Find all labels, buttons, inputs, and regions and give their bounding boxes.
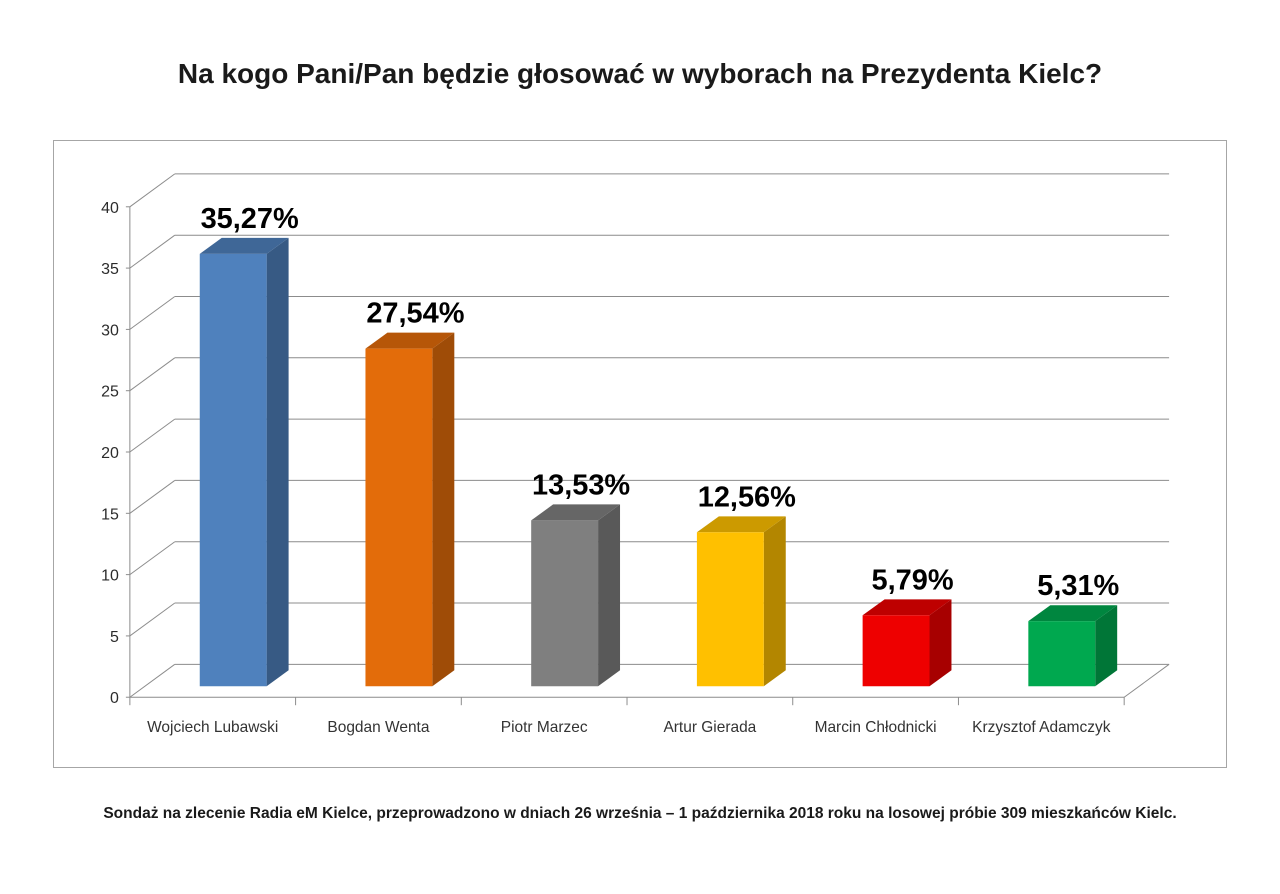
y-tick-label: 20 <box>101 445 119 462</box>
footer-note: Sondaż na zlecenie Radia eM Kielce, prze… <box>103 805 1177 822</box>
bar-value-label: 5,79% <box>872 564 954 596</box>
y-tick-label: 25 <box>101 384 119 401</box>
bar-value-label: 27,54% <box>366 298 464 330</box>
bar-side <box>432 332 455 687</box>
gridline-diagonal <box>129 541 176 576</box>
chart-title: Na kogo Pani/Pan będzie głosować w wybor… <box>177 58 1103 89</box>
bar-front <box>1028 621 1096 687</box>
bar-top <box>531 504 621 521</box>
bar-top <box>1028 605 1118 622</box>
bar-front <box>531 520 599 687</box>
bar-side <box>929 599 952 687</box>
bar-front <box>199 253 267 687</box>
bar-group <box>1028 605 1118 687</box>
bar-group <box>696 516 786 687</box>
floor-right-diagonal <box>1123 663 1170 698</box>
gridline-diagonal <box>129 357 176 392</box>
y-tick-label: 30 <box>101 322 119 339</box>
bar-value-label: 12,56% <box>698 481 796 513</box>
bar-side <box>763 516 786 687</box>
gridline-diagonal <box>129 173 176 208</box>
bar-side <box>598 504 621 687</box>
bar-chart-3d: 0 5 10 15 20 25 30 35 40 35,27% Wojciech Lubawski 2… <box>101 173 1170 736</box>
bar-top <box>365 332 455 349</box>
category-label: Marcin Chłodnicki <box>815 719 937 736</box>
bar-side <box>266 237 289 687</box>
bar-top <box>862 599 952 616</box>
category-label: Piotr Marzec <box>501 719 588 736</box>
gridline-diagonal <box>129 602 176 637</box>
bar-group <box>199 237 289 687</box>
bar-front <box>696 532 764 687</box>
chart-area: 0 5 10 15 20 25 30 35 40 35,27% Wojciech Lubawski 2… <box>53 140 1227 768</box>
bar-group <box>365 332 455 687</box>
bar-front <box>862 615 930 687</box>
y-tick-label: 5 <box>110 629 119 646</box>
category-label: Bogdan Wenta <box>327 719 429 736</box>
category-label: Krzysztof Adamczyk <box>972 719 1111 736</box>
category-label: Wojciech Lubawski <box>147 719 278 736</box>
y-tick-label: 10 <box>101 568 119 585</box>
bar-top <box>199 237 289 254</box>
gridline-diagonal <box>129 234 176 269</box>
bar-top <box>696 516 786 533</box>
bar-value-label: 13,53% <box>532 469 630 501</box>
bar-group <box>531 504 621 687</box>
bar-front <box>365 348 433 687</box>
y-tick-label: 40 <box>101 200 119 217</box>
y-tick-label: 0 <box>110 690 119 707</box>
y-tick-label: 15 <box>101 506 119 523</box>
gridline-diagonal <box>129 418 176 453</box>
bar-group <box>862 599 952 687</box>
bar-value-label: 5,31% <box>1037 570 1119 602</box>
gridline-diagonal <box>129 296 176 330</box>
y-tick-label: 35 <box>101 261 119 278</box>
bar-value-label: 35,27% <box>201 203 299 235</box>
gridline-diagonal <box>129 480 176 514</box>
category-label: Artur Gierada <box>663 719 756 736</box>
bar-side <box>1095 605 1118 687</box>
floor-left-diagonal <box>129 663 176 698</box>
